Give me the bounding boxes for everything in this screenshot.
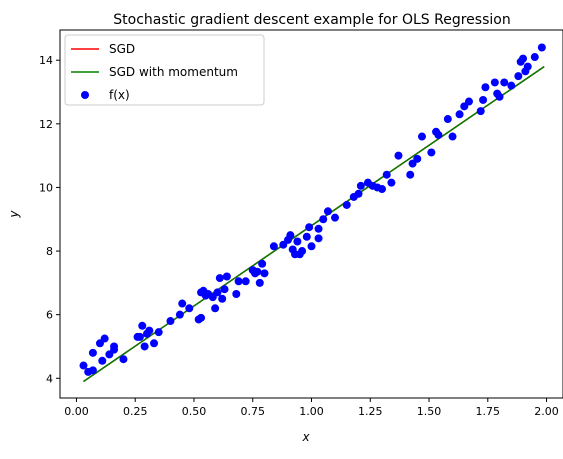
scatter-point xyxy=(138,321,147,330)
y-tick-label: 4 xyxy=(46,372,53,385)
scatter-point xyxy=(443,115,452,124)
scatter-point xyxy=(530,53,539,62)
scatter-point xyxy=(110,342,119,351)
axes: 0.00 0.25 0.50 0.75 1.00 1.25 1.50 1.75 2.00 4 6 8 1… xyxy=(39,54,559,418)
plot-area xyxy=(79,43,546,383)
y-tick-label: 6 xyxy=(46,309,53,322)
y-tick-label: 14 xyxy=(39,54,53,67)
scatter-point xyxy=(197,313,206,322)
scatter-point xyxy=(298,247,307,256)
scatter-point xyxy=(319,215,328,224)
scatter-point xyxy=(175,310,184,319)
scatter-point xyxy=(255,278,264,287)
legend-label: SGD with momentum xyxy=(109,65,238,79)
scatter-point xyxy=(258,259,267,268)
scatter-point xyxy=(342,200,351,209)
scatter-point xyxy=(211,304,220,313)
scatter-point xyxy=(140,342,149,351)
scatter-point xyxy=(537,43,546,52)
scatter-point xyxy=(481,83,490,92)
scatter-point xyxy=(234,277,243,286)
scatter-point xyxy=(495,92,504,101)
scatter-point xyxy=(323,207,332,216)
scatter-point xyxy=(307,242,316,251)
scatter-point xyxy=(382,170,391,179)
scatter-point xyxy=(145,326,154,335)
scatter-point xyxy=(413,154,422,163)
legend: SGD SGD with momentum f(x) xyxy=(64,34,265,106)
x-tick-label: 0.75 xyxy=(240,405,265,418)
scatter-point xyxy=(215,274,224,283)
scatter-point xyxy=(88,366,97,375)
scatter-point xyxy=(406,170,415,179)
scatter-point xyxy=(427,148,436,157)
scatter-point xyxy=(417,132,426,141)
x-tick-label: 0.25 xyxy=(123,405,148,418)
x-tick-label: 2.00 xyxy=(534,405,559,418)
scatter-point xyxy=(314,234,323,243)
scatter-point xyxy=(378,185,387,194)
scatter-point xyxy=(514,72,523,81)
scatter-point xyxy=(286,231,295,240)
scatter-point xyxy=(98,356,107,365)
scatter-point xyxy=(213,288,222,297)
legend-box xyxy=(64,34,265,106)
scatter-point xyxy=(331,213,339,222)
scatter-point xyxy=(166,317,175,326)
x-tick-label: 1.25 xyxy=(358,405,383,418)
scatter-point xyxy=(119,355,128,364)
scatter-point xyxy=(479,95,488,104)
scatter-point xyxy=(476,107,485,116)
legend-swatch-marker xyxy=(81,91,89,99)
legend-label: f(x) xyxy=(109,88,130,102)
scatter-point xyxy=(241,277,250,286)
scatter-point xyxy=(455,110,464,119)
y-tick-label: 12 xyxy=(39,118,53,131)
scatter-point xyxy=(448,132,457,141)
scatter-point xyxy=(394,151,403,160)
scatter-point xyxy=(387,178,396,187)
scatter-point xyxy=(185,304,194,313)
scatter-point xyxy=(222,272,231,281)
scatter-point xyxy=(135,332,144,341)
scatter-point xyxy=(293,237,302,246)
scatter-point xyxy=(305,223,314,232)
scatter-point xyxy=(507,81,516,90)
scatter-point xyxy=(220,285,229,294)
x-tick-label: 0.50 xyxy=(182,405,207,418)
scatter-point xyxy=(490,78,499,87)
legend-label: SGD xyxy=(109,42,135,56)
scatter-point xyxy=(269,242,278,251)
x-tick-label: 1.50 xyxy=(417,405,442,418)
scatter-point xyxy=(79,361,88,370)
y-axis-label: y xyxy=(7,210,21,219)
x-tick-label: 1.00 xyxy=(299,405,324,418)
scatter-point xyxy=(100,334,109,343)
scatter-point xyxy=(260,269,269,278)
scatter-point xyxy=(519,54,528,63)
scatter-point xyxy=(218,294,227,303)
scatter-point xyxy=(302,232,311,241)
scatter-point xyxy=(500,78,509,87)
scatter-point xyxy=(434,130,443,139)
scatter-point xyxy=(88,348,97,357)
x-axis-label: x xyxy=(301,430,310,444)
scatter-point xyxy=(314,224,323,233)
scatter-point xyxy=(232,289,241,298)
scatter-point xyxy=(523,62,532,71)
scatter-point xyxy=(356,181,365,190)
x-tick-label: 0.00 xyxy=(64,405,89,418)
x-tick-label: 1.75 xyxy=(476,405,501,418)
scatter-point xyxy=(464,97,473,106)
scatter-point xyxy=(150,339,159,348)
y-tick-label: 10 xyxy=(39,181,53,194)
chart-title: Stochastic gradient descent example for … xyxy=(113,12,510,28)
scatter-point xyxy=(354,189,363,198)
scatter-point xyxy=(154,328,163,337)
scatter-point xyxy=(253,267,262,276)
y-tick-label: 8 xyxy=(46,245,53,258)
scatter-point xyxy=(178,299,187,308)
